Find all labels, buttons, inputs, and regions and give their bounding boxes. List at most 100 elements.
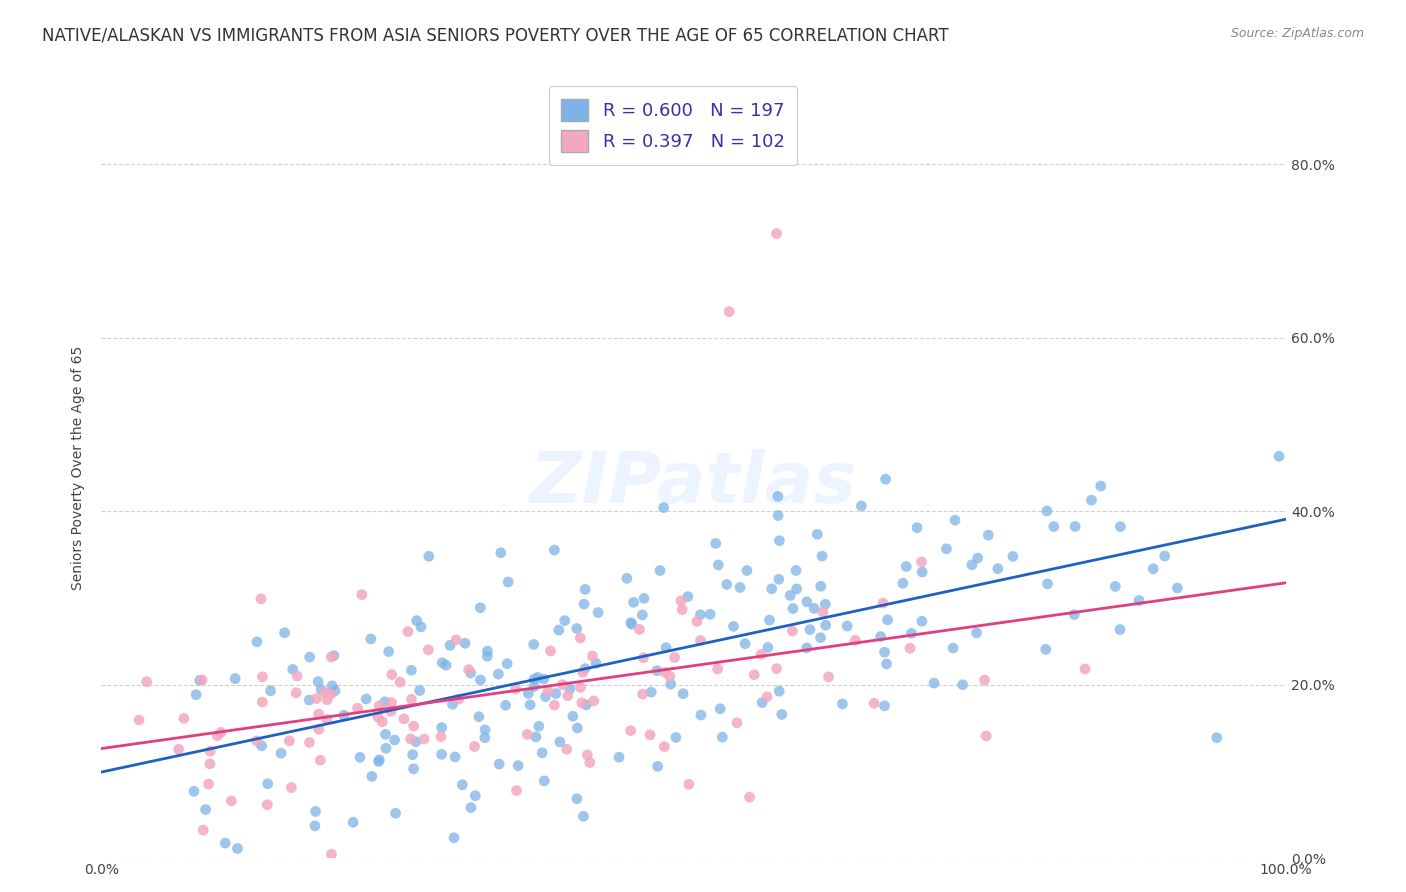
Point [173, 711, 195, 725]
Point [380, 704, 402, 718]
Point [198, 756, 221, 771]
Point [474, 723, 496, 737]
Point [468, 709, 491, 723]
Point [810, 631, 832, 645]
Point [454, 636, 477, 650]
Point [620, 617, 643, 632]
Point [1036, 504, 1059, 518]
Point [371, 714, 394, 729]
Point [1035, 642, 1057, 657]
Point [402, 719, 425, 733]
Point [207, 729, 229, 743]
Point [252, 695, 274, 709]
Point [309, 682, 332, 697]
Point [470, 600, 492, 615]
Point [380, 696, 402, 710]
Point [285, 686, 308, 700]
Point [1268, 449, 1291, 463]
Point [489, 546, 512, 560]
Point [922, 676, 945, 690]
Point [974, 729, 997, 743]
Point [405, 735, 427, 749]
Point [814, 618, 837, 632]
Point [1153, 549, 1175, 563]
Point [418, 549, 440, 564]
Point [281, 662, 304, 676]
Point [198, 744, 221, 758]
Point [273, 625, 295, 640]
Point [430, 721, 453, 735]
Point [704, 536, 727, 550]
Point [439, 638, 461, 652]
Point [316, 713, 339, 727]
Point [652, 500, 675, 515]
Point [844, 633, 866, 648]
Point [477, 649, 499, 664]
Point [321, 650, 343, 665]
Point [464, 739, 486, 754]
Point [1128, 593, 1150, 607]
Point [246, 635, 269, 649]
Point [259, 683, 281, 698]
Point [432, 656, 454, 670]
Text: Source: ZipAtlas.com: Source: ZipAtlas.com [1230, 27, 1364, 40]
Point [628, 623, 651, 637]
Point [942, 641, 965, 656]
Point [389, 675, 412, 690]
Point [543, 543, 565, 558]
Point [810, 579, 832, 593]
Point [699, 607, 721, 622]
Point [676, 590, 699, 604]
Point [533, 672, 555, 686]
Point [571, 696, 593, 710]
Point [571, 665, 593, 680]
Point [377, 644, 399, 658]
Point [270, 746, 292, 760]
Point [987, 562, 1010, 576]
Point [640, 685, 662, 699]
Point [728, 581, 751, 595]
Point [396, 624, 419, 639]
Point [523, 637, 546, 651]
Point [910, 555, 932, 569]
Point [298, 693, 321, 707]
Point [725, 715, 748, 730]
Point [817, 670, 839, 684]
Point [128, 713, 150, 727]
Point [256, 777, 278, 791]
Point [430, 747, 453, 762]
Point [875, 472, 897, 486]
Point [631, 607, 654, 622]
Point [718, 304, 741, 318]
Point [226, 841, 249, 855]
Point [333, 708, 356, 723]
Point [418, 642, 440, 657]
Point [408, 683, 430, 698]
Point [1063, 607, 1085, 622]
Point [444, 632, 467, 647]
Point [766, 490, 789, 504]
Point [402, 762, 425, 776]
Point [952, 678, 974, 692]
Point [405, 614, 427, 628]
Point [401, 692, 423, 706]
Point [659, 677, 682, 691]
Point [551, 678, 574, 692]
Point [665, 731, 688, 745]
Point [193, 823, 215, 838]
Point [349, 750, 371, 764]
Point [374, 695, 396, 709]
Point [1205, 731, 1227, 745]
Point [689, 607, 711, 622]
Point [524, 730, 547, 744]
Point [444, 750, 467, 764]
Point [766, 508, 789, 523]
Point [533, 773, 555, 788]
Point [796, 640, 818, 655]
Point [508, 758, 530, 772]
Point [1142, 562, 1164, 576]
Point [447, 692, 470, 706]
Point [537, 684, 560, 698]
Point [716, 577, 738, 591]
Point [1036, 577, 1059, 591]
